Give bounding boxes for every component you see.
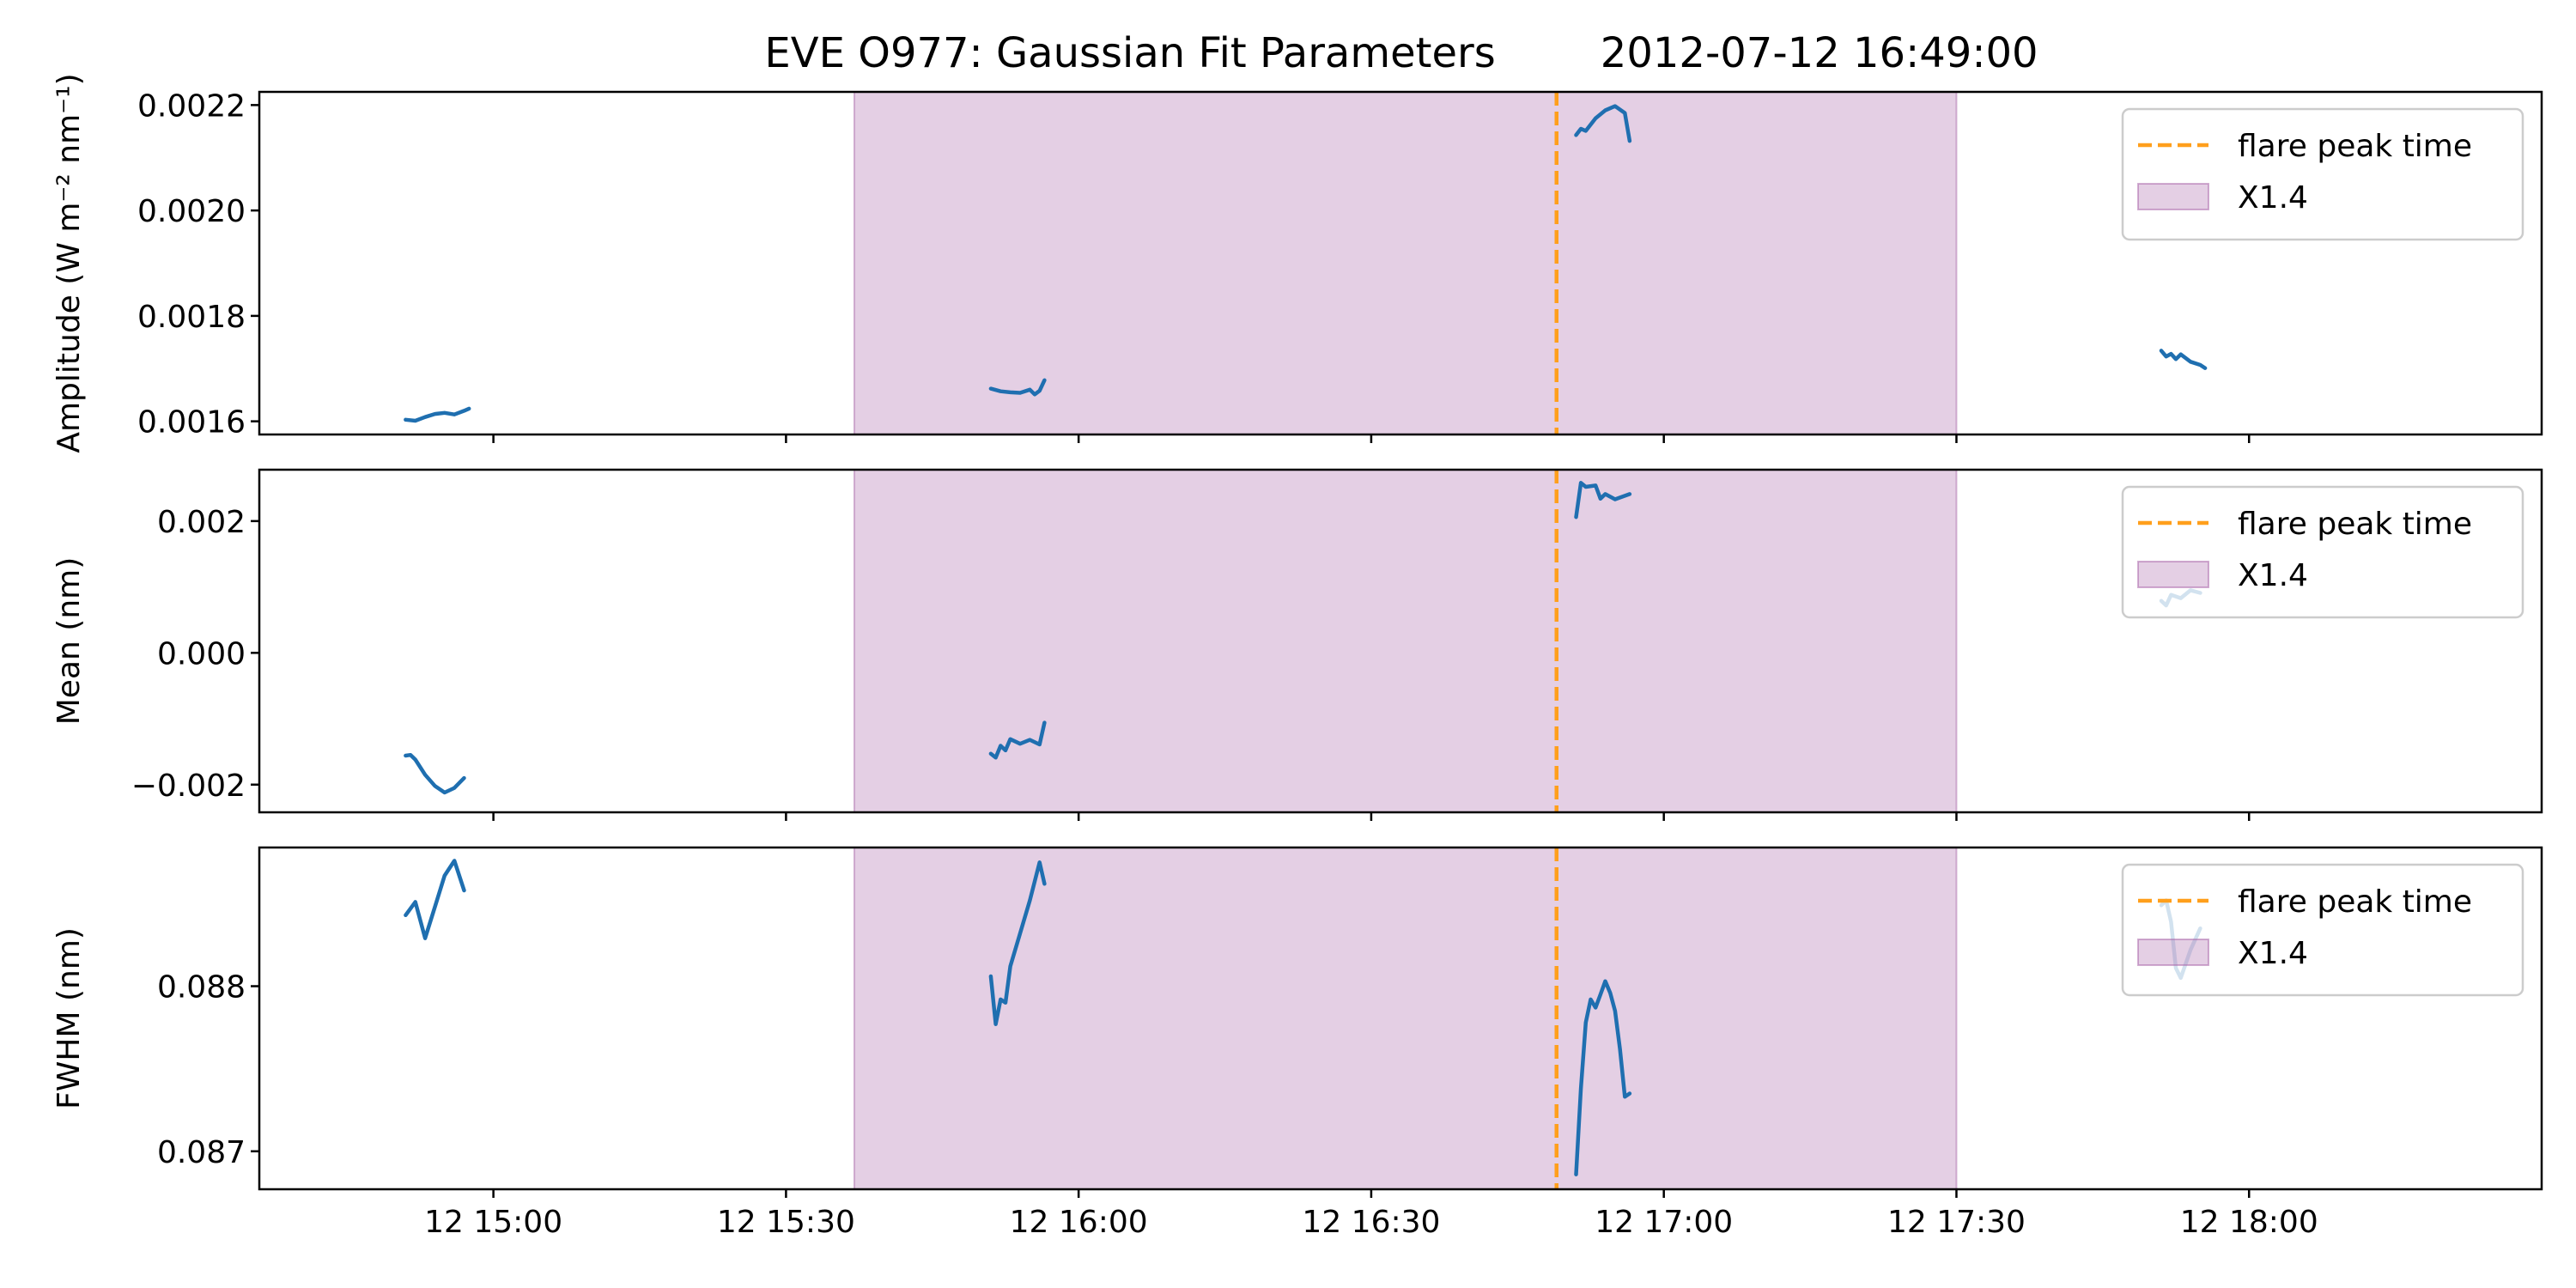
panel-1: 0.0016 0.0018 0.0020 0.0022 Amplitude (W m⁻²… bbox=[52, 73, 2543, 453]
y-tick-label: 0.002 bbox=[157, 505, 246, 540]
flare-span bbox=[853, 847, 1958, 1190]
panel-2: −0.002 0.000 0.002 Mean (nm) flare peak time… bbox=[52, 468, 2543, 821]
y-axis-label: Amplitude (W m⁻² nm⁻¹) bbox=[52, 73, 87, 453]
legend-span-label: X1.4 bbox=[2238, 558, 2308, 593]
data-line-segment bbox=[1574, 481, 1632, 519]
data-line-segment bbox=[988, 378, 1047, 397]
legend-span-label: X1.4 bbox=[2238, 936, 2308, 971]
y-tick-label: 0.0016 bbox=[137, 405, 246, 440]
x-tick-label: 12 16:00 bbox=[1010, 1205, 1148, 1240]
flare-span bbox=[853, 91, 1958, 435]
panel-3: 12 15:00 12 15:30 12 16:00 12 16:30 12 17:00… bbox=[52, 846, 2543, 1240]
legend-peak-label: flare peak time bbox=[2238, 884, 2472, 920]
x-tick-label: 12 18:00 bbox=[2180, 1205, 2318, 1240]
legend-span-swatch bbox=[2137, 939, 2209, 966]
figure-title: EVE O977: Gaussian Fit Parameters 2012-0… bbox=[764, 29, 2038, 77]
panels: 0.0016 0.0018 0.0020 0.0022 Amplitude (W m⁻²… bbox=[52, 73, 2543, 1240]
legend-span-label: X1.4 bbox=[2238, 180, 2308, 216]
data-line-segment bbox=[988, 860, 1047, 1026]
axes-frame bbox=[258, 846, 2543, 1191]
legend: flare peak time X1.4 bbox=[2121, 863, 2524, 997]
y-tick-label: −0.002 bbox=[131, 769, 246, 804]
data-line-segment bbox=[1574, 104, 1632, 143]
x-tick-label: 12 17:00 bbox=[1595, 1205, 1733, 1240]
legend-peak-label: flare peak time bbox=[2238, 507, 2472, 542]
data-line-segment bbox=[404, 752, 466, 795]
y-axis-label: Mean (nm) bbox=[52, 557, 87, 726]
y-tick-label: 0.000 bbox=[157, 636, 246, 671]
y-tick-label: 0.0018 bbox=[137, 300, 246, 335]
legend-box bbox=[2121, 107, 2524, 241]
y-tick-label: 0.087 bbox=[157, 1135, 246, 1170]
legend: flare peak time X1.4 bbox=[2121, 107, 2524, 241]
data-line-segment bbox=[404, 406, 471, 423]
x-tick-label: 12 17:30 bbox=[1887, 1205, 2026, 1240]
legend-box bbox=[2121, 863, 2524, 997]
data-line-segment bbox=[404, 859, 466, 940]
y-tick-label: 0.0020 bbox=[137, 194, 246, 229]
x-tick-label: 12 16:30 bbox=[1302, 1205, 1440, 1240]
legend-box bbox=[2121, 485, 2524, 619]
axes-frame bbox=[258, 468, 2543, 814]
data-line-segment bbox=[1574, 979, 1632, 1176]
legend-span-swatch bbox=[2137, 183, 2209, 210]
flare-span bbox=[853, 469, 1958, 813]
data-line-segment bbox=[2159, 349, 2208, 370]
y-tick-label: 0.088 bbox=[157, 970, 246, 1005]
data-line-segment bbox=[988, 720, 1047, 760]
legend: flare peak time X1.4 bbox=[2121, 485, 2524, 619]
x-tick-label: 12 15:30 bbox=[717, 1205, 855, 1240]
legend-peak-label: flare peak time bbox=[2238, 129, 2472, 164]
axes-frame bbox=[258, 90, 2543, 436]
y-tick-label: 0.0022 bbox=[137, 88, 246, 124]
legend-span-swatch bbox=[2137, 561, 2209, 588]
x-tick-label: 12 15:00 bbox=[424, 1205, 562, 1240]
y-axis-label: FWHM (nm) bbox=[52, 927, 87, 1109]
